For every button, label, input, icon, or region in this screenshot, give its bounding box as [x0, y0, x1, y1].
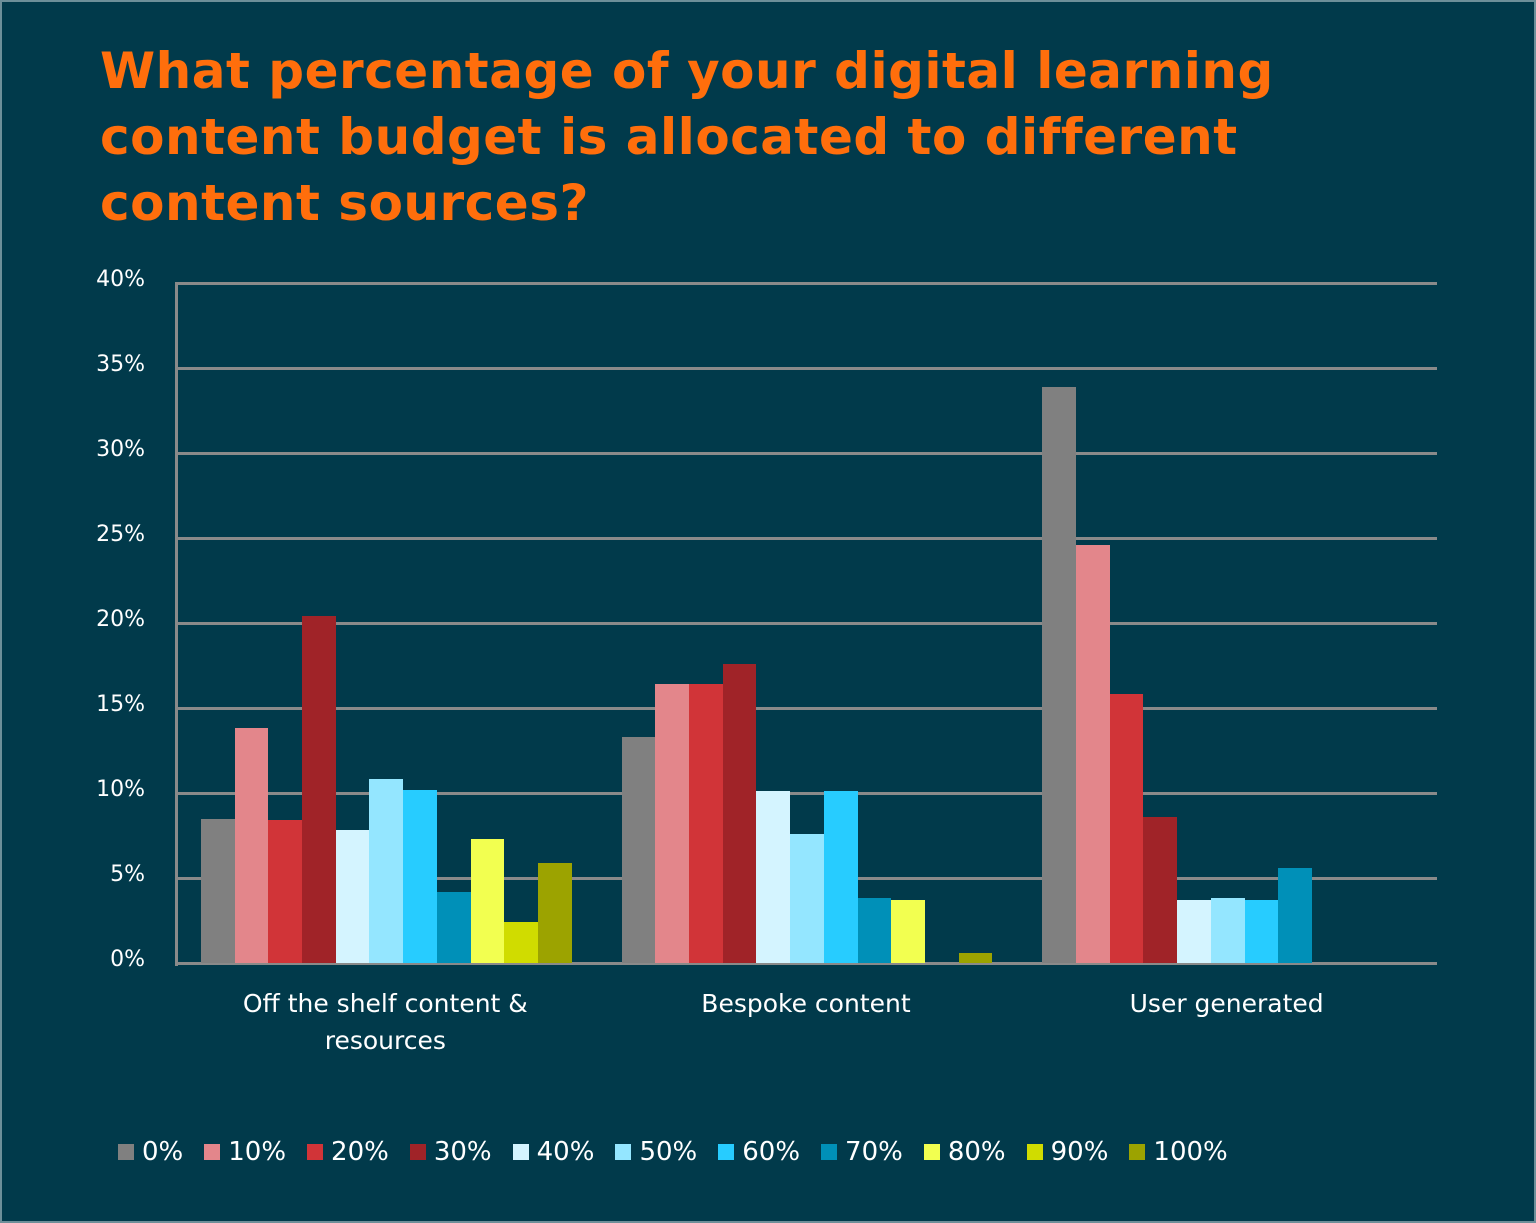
gridline — [175, 707, 1437, 710]
bar — [1177, 900, 1211, 963]
legend-label: 60% — [742, 1137, 801, 1167]
y-tick-label: 15% — [96, 692, 145, 717]
legend-item: 60% — [718, 1137, 800, 1167]
gridline — [175, 537, 1437, 540]
bar — [1143, 816, 1178, 963]
legend-swatch-icon — [1129, 1144, 1146, 1160]
y-tick-label: 25% — [96, 522, 145, 547]
bar — [823, 791, 858, 963]
legend-swatch-icon — [307, 1144, 324, 1160]
bar — [689, 684, 723, 963]
bar — [369, 779, 404, 963]
gridline — [175, 367, 1437, 370]
bar — [958, 952, 993, 963]
legend-label: 80% — [947, 1137, 1006, 1167]
legend-item: 0% — [118, 1137, 183, 1167]
bar — [436, 891, 471, 963]
bar — [1210, 898, 1245, 963]
legend-item: 80% — [923, 1137, 1006, 1167]
legend-swatch-icon — [923, 1144, 940, 1160]
legend-item: 50% — [615, 1137, 697, 1167]
bar — [790, 833, 824, 963]
legend-swatch-icon — [204, 1144, 221, 1160]
y-tick-label: 0% — [110, 947, 145, 972]
gridline — [175, 792, 1437, 795]
legend-item: 10% — [204, 1137, 286, 1167]
legend-label: 90% — [1050, 1137, 1109, 1167]
legend-item: 70% — [821, 1137, 903, 1167]
x-category-label: User generated — [1129, 989, 1324, 1018]
bar — [268, 820, 303, 963]
legend-label: 30% — [433, 1137, 492, 1167]
bar — [722, 663, 757, 963]
legend-label: 40% — [536, 1137, 595, 1167]
legend-swatch-icon — [118, 1144, 134, 1160]
bar — [1076, 544, 1110, 963]
legend-swatch-icon — [512, 1144, 529, 1160]
y-tick-label: 40% — [96, 267, 145, 292]
bar — [1042, 386, 1076, 963]
bar — [621, 736, 656, 963]
legend-item: 20% — [307, 1137, 389, 1167]
gridline — [175, 282, 1437, 285]
bar — [335, 830, 370, 963]
legend-swatch-icon — [409, 1144, 426, 1160]
bar — [655, 684, 690, 963]
gridline — [175, 452, 1437, 455]
legend-label: 20% — [331, 1137, 389, 1167]
legend-swatch-icon — [1026, 1144, 1043, 1160]
bar — [470, 838, 505, 963]
legend-label: 10% — [228, 1137, 287, 1167]
legend: 0% 10% 20% 30% 40% 50% 60% 70% 80% 90% 100% — [118, 1137, 1249, 1167]
bar — [891, 900, 925, 963]
legend-swatch-icon — [615, 1144, 632, 1160]
bar — [200, 818, 235, 963]
legend-swatch-icon — [718, 1144, 735, 1160]
bar — [537, 862, 572, 963]
y-tick-label: 30% — [96, 437, 145, 462]
legend-label: 70% — [845, 1137, 903, 1167]
bar — [857, 898, 892, 963]
bar — [1109, 694, 1144, 963]
legend-swatch-icon — [821, 1144, 838, 1160]
gridline — [175, 622, 1437, 625]
bar — [302, 616, 336, 963]
legend-item: 100% — [1129, 1137, 1228, 1167]
plot-area — [175, 282, 1437, 966]
bar — [1278, 867, 1312, 963]
bar — [504, 922, 538, 963]
bar — [234, 728, 269, 963]
legend-label: 50% — [639, 1137, 698, 1167]
legend-label: 0% — [142, 1137, 184, 1167]
bar — [756, 791, 791, 963]
chart-title: What percentage of your digital learning… — [100, 42, 1274, 232]
legend-item: 40% — [512, 1137, 595, 1167]
bar — [403, 789, 437, 963]
legend-item: 30% — [409, 1137, 492, 1167]
legend-item: 90% — [1026, 1137, 1109, 1167]
y-tick-label: 10% — [96, 777, 145, 802]
y-tick-label: 35% — [96, 352, 145, 377]
x-category-label: Off the shelf content & resources — [242, 989, 528, 1055]
bar — [1244, 900, 1279, 963]
y-tick-label: 5% — [110, 862, 145, 887]
legend-label: 100% — [1153, 1137, 1228, 1167]
y-tick-label: 20% — [96, 607, 145, 632]
x-category-label: Bespoke content — [701, 989, 911, 1018]
gridline — [175, 962, 1437, 965]
